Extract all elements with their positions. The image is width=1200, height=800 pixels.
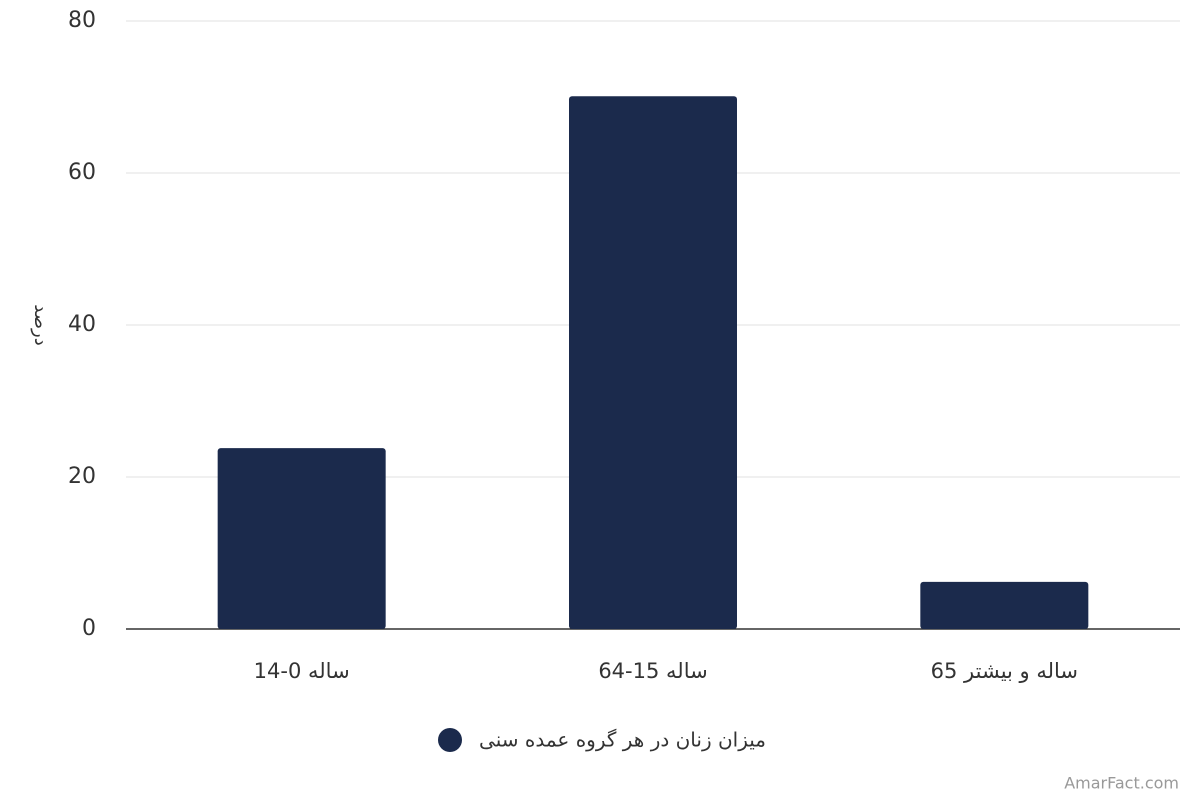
- y-axis-label: درصد: [30, 304, 51, 345]
- y-tick-label: 0: [82, 616, 96, 641]
- legend-label: میزان زنان در هر گروه عمده سنی: [479, 728, 766, 752]
- x-tick-label: ساله 15-64: [598, 659, 707, 683]
- y-tick-label: 80: [68, 8, 96, 33]
- bar: [569, 96, 737, 630]
- bar: [217, 448, 386, 629]
- x-tick-label: ساله 0-14: [254, 659, 350, 683]
- y-tick-label: 40: [68, 312, 96, 337]
- y-tick-label: 60: [68, 160, 96, 185]
- bar: [920, 581, 1089, 629]
- credit: AmarFact.com: [1064, 774, 1179, 793]
- legend-marker: [438, 728, 462, 752]
- y-tick-label: 20: [68, 464, 96, 489]
- x-tick-label: ساله و بیشتر 65: [931, 659, 1078, 683]
